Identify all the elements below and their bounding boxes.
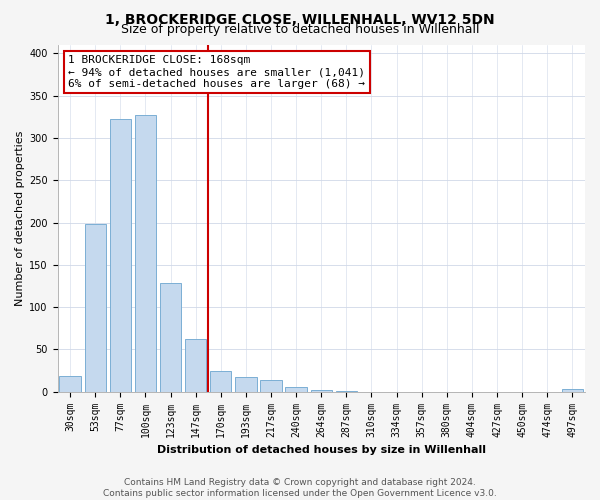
Bar bbox=[59, 376, 81, 392]
Bar bbox=[260, 380, 281, 392]
Bar bbox=[110, 120, 131, 392]
Text: 1 BROCKERIDGE CLOSE: 168sqm
← 94% of detached houses are smaller (1,041)
6% of s: 1 BROCKERIDGE CLOSE: 168sqm ← 94% of det… bbox=[68, 56, 365, 88]
Bar bbox=[235, 378, 257, 392]
Bar bbox=[160, 282, 181, 392]
Bar bbox=[286, 386, 307, 392]
Bar bbox=[210, 370, 232, 392]
Text: Size of property relative to detached houses in Willenhall: Size of property relative to detached ho… bbox=[121, 22, 479, 36]
X-axis label: Distribution of detached houses by size in Willenhall: Distribution of detached houses by size … bbox=[157, 445, 486, 455]
Bar bbox=[311, 390, 332, 392]
Bar bbox=[336, 391, 357, 392]
Text: 1, BROCKERIDGE CLOSE, WILLENHALL, WV12 5DN: 1, BROCKERIDGE CLOSE, WILLENHALL, WV12 5… bbox=[105, 12, 495, 26]
Bar bbox=[185, 340, 206, 392]
Bar bbox=[135, 115, 156, 392]
Text: Contains HM Land Registry data © Crown copyright and database right 2024.
Contai: Contains HM Land Registry data © Crown c… bbox=[103, 478, 497, 498]
Y-axis label: Number of detached properties: Number of detached properties bbox=[15, 130, 25, 306]
Bar bbox=[562, 389, 583, 392]
Bar bbox=[85, 224, 106, 392]
